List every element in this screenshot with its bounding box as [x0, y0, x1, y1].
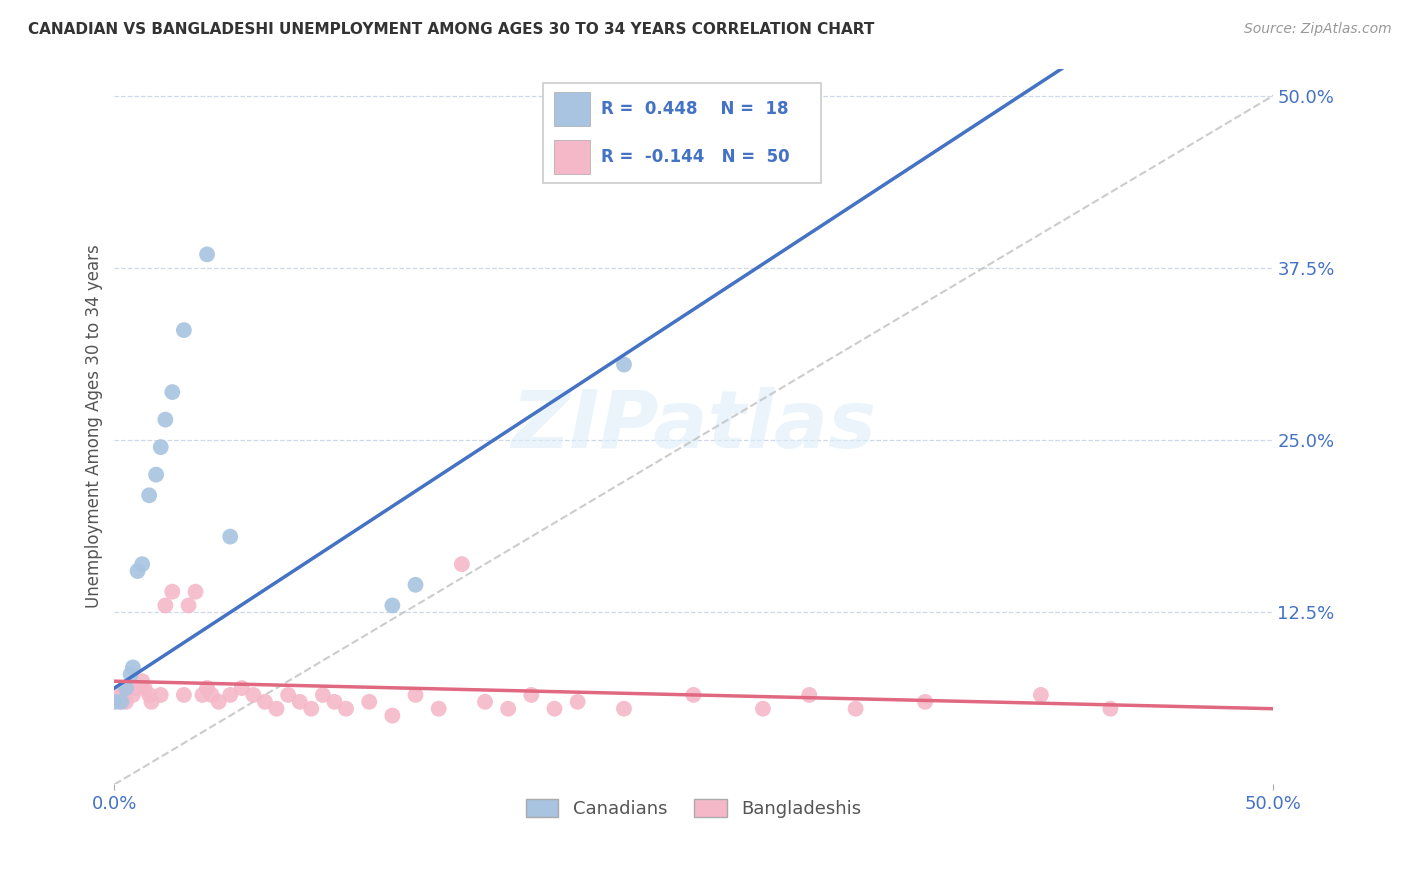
Point [242, 688, 264, 702]
Point [145, 467, 167, 482]
Point [120, 667, 142, 681]
Point [323, 695, 346, 709]
Point [312, 688, 335, 702]
Point [110, 695, 132, 709]
Point [1029, 688, 1052, 702]
Point [219, 530, 242, 544]
Point [231, 681, 253, 695]
Point [112, 688, 135, 702]
Point [474, 695, 496, 709]
Point [103, 688, 125, 702]
Point [543, 702, 565, 716]
Point [115, 695, 138, 709]
Point [253, 695, 276, 709]
Point [177, 599, 200, 613]
Point [288, 695, 311, 709]
Point [122, 688, 145, 702]
Point [208, 695, 231, 709]
Point [173, 323, 195, 337]
Point [155, 599, 177, 613]
Point [149, 688, 172, 702]
Point [134, 681, 156, 695]
Point [122, 660, 145, 674]
Point [613, 358, 636, 372]
Point [149, 440, 172, 454]
Point [195, 247, 218, 261]
Point [845, 702, 868, 716]
Point [381, 708, 404, 723]
Point [799, 688, 821, 702]
Point [138, 488, 160, 502]
Point [266, 702, 288, 716]
Point [127, 564, 149, 578]
Point [219, 688, 242, 702]
Point [155, 412, 177, 426]
Text: ZIPatlas: ZIPatlas [510, 387, 876, 466]
Point [405, 578, 427, 592]
Y-axis label: Unemployment Among Ages 30 to 34 years: Unemployment Among Ages 30 to 34 years [86, 244, 103, 608]
Text: Source: ZipAtlas.com: Source: ZipAtlas.com [1244, 22, 1392, 37]
Point [682, 688, 704, 702]
Legend: Canadians, Bangladeshis: Canadians, Bangladeshis [519, 792, 869, 825]
Point [201, 688, 224, 702]
Point [405, 688, 427, 702]
Point [127, 681, 149, 695]
Point [108, 695, 131, 709]
Point [520, 688, 543, 702]
Point [120, 681, 142, 695]
Point [173, 688, 195, 702]
Point [141, 695, 163, 709]
Point [450, 557, 472, 571]
Point [496, 702, 519, 716]
Point [1099, 702, 1122, 716]
Point [191, 688, 214, 702]
Point [567, 695, 589, 709]
Point [131, 557, 153, 571]
Point [162, 385, 184, 400]
Point [359, 695, 381, 709]
Point [131, 674, 153, 689]
Point [427, 702, 450, 716]
Point [613, 702, 636, 716]
Point [277, 688, 299, 702]
Text: CANADIAN VS BANGLADESHI UNEMPLOYMENT AMONG AGES 30 TO 34 YEARS CORRELATION CHART: CANADIAN VS BANGLADESHI UNEMPLOYMENT AMO… [28, 22, 875, 37]
Point [184, 584, 207, 599]
Point [914, 695, 936, 709]
Point [752, 702, 775, 716]
Point [195, 681, 218, 695]
Point [335, 702, 357, 716]
Point [115, 681, 138, 695]
Point [299, 702, 322, 716]
Point [162, 584, 184, 599]
Point [103, 695, 125, 709]
Point [138, 688, 160, 702]
Point [381, 599, 404, 613]
